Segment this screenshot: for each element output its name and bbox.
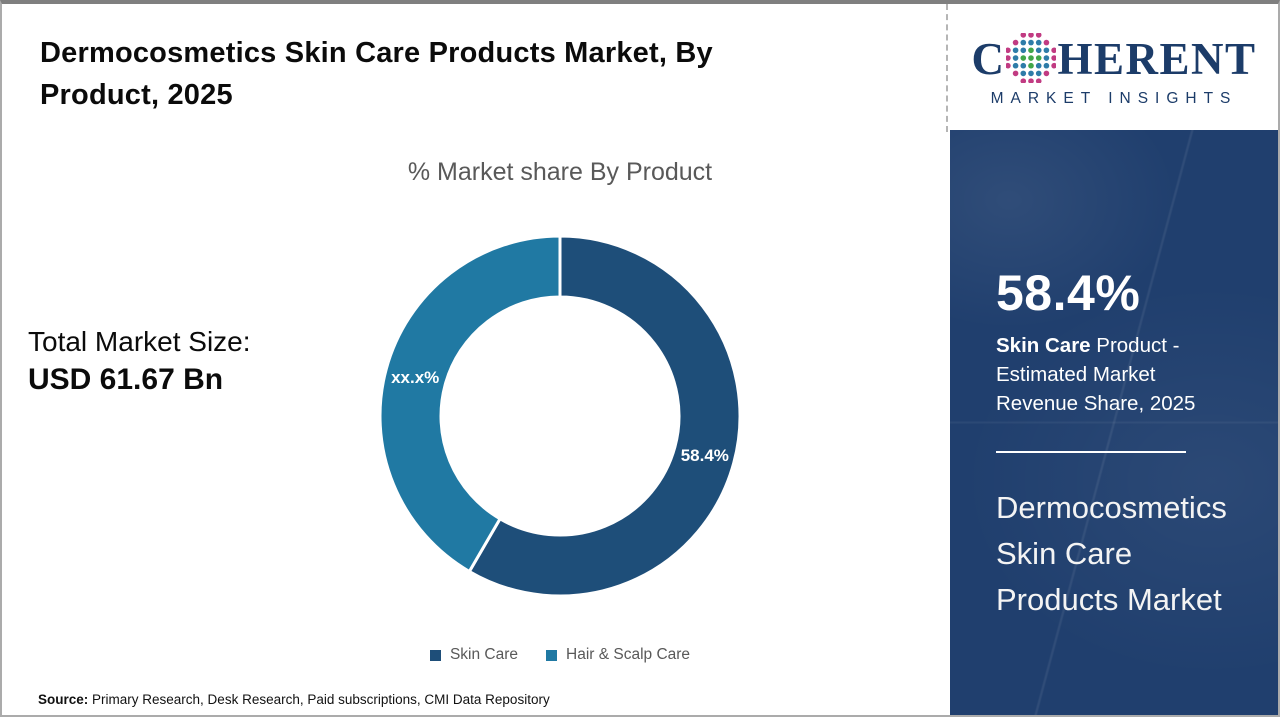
- logo-word-rest: HERENT: [1057, 34, 1257, 84]
- chart-title: % Market share By Product: [407, 158, 713, 186]
- page-title: Dermocosmetics Skin Care Products Market…: [40, 37, 713, 112]
- legend-item-0: Skin Care: [429, 646, 518, 664]
- donut-segment-1: [378, 234, 562, 574]
- main-chart-area: Dermocosmetics Skin Care Products Market…: [2, 4, 948, 715]
- legend-item-1: Hair & Scalp Care: [546, 646, 690, 664]
- logo-wordmark: C HERENT: [971, 32, 1257, 87]
- sidebar: C HERENT MARKET INSIGHTS 58.4% Skin Care…: [950, 4, 1278, 715]
- total-market-size: Total Market Size: USD 61.67 Bn: [28, 324, 251, 400]
- source-label: Source:: [38, 692, 89, 707]
- divider-line: [996, 451, 1186, 453]
- donut-chart: 58.4% xx.x%: [378, 234, 742, 598]
- source-text: Primary Research, Desk Research, Paid su…: [92, 692, 550, 707]
- stat-value: 58.4%: [996, 265, 1141, 321]
- legend-label: Hair & Scalp Care: [566, 646, 691, 663]
- source-line: Source: Primary Research, Desk Research,…: [38, 692, 550, 707]
- dotted-globe-icon: [1006, 32, 1057, 83]
- stat-description-bold: Skin Care: [996, 334, 1091, 357]
- stat-description: Skin Care Product - Estimated Market Rev…: [996, 331, 1214, 418]
- legend-label: Skin Care: [449, 646, 518, 663]
- report-name: Dermocosmetics Skin Care Products Market: [996, 490, 1227, 617]
- coherent-logo: C HERENT MARKET INSIGHTS: [950, 4, 1278, 130]
- logo-subtitle: MARKET INSIGHTS: [990, 89, 1238, 107]
- legend-swatch-icon: [546, 649, 557, 661]
- stat-description-rest: Product - Estimated Market Revenue Share…: [996, 334, 1196, 415]
- chart-legend: Skin Care Hair & Scalp Care: [170, 646, 950, 664]
- vertical-dashed-divider: [946, 4, 948, 132]
- donut-label-1: xx.x%: [391, 368, 439, 387]
- market-size-value: USD 61.67 Bn: [28, 363, 224, 396]
- legend-swatch-icon: [429, 649, 441, 661]
- donut-segment-0: [467, 234, 742, 598]
- sidebar-panel: 58.4% Skin Care Product - Estimated Mark…: [950, 130, 1278, 715]
- market-size-label: Total Market Size:: [28, 326, 251, 357]
- logo-letter-c: C: [971, 34, 1006, 84]
- donut-label-0: 58.4%: [681, 446, 729, 465]
